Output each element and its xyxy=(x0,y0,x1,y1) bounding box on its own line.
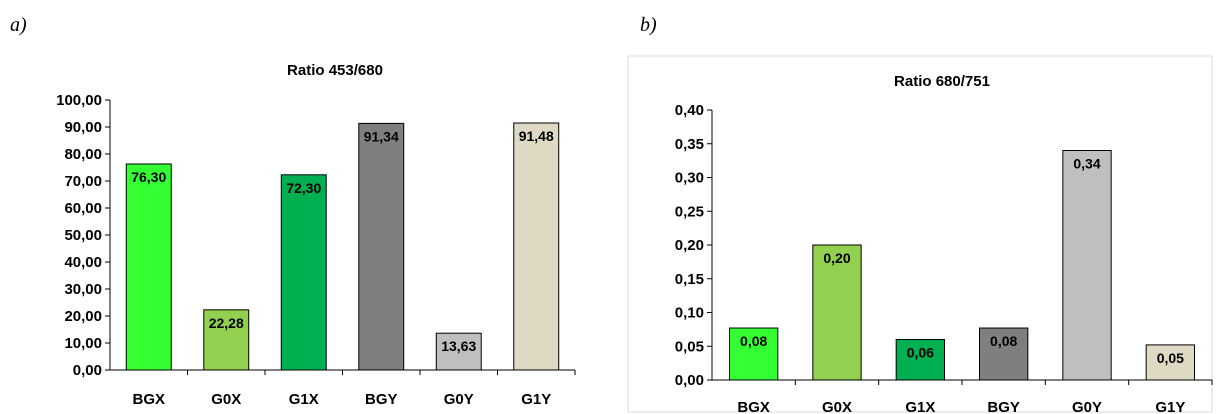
chart1-y-tick-label: 0,00 xyxy=(73,362,102,379)
chart2-bar-g1y xyxy=(1145,344,1195,381)
chart2-category-label: G0X xyxy=(822,399,852,414)
chart1-y-tick-label: 80,00 xyxy=(64,146,102,163)
chart2-y-tick-label: 0,10 xyxy=(675,305,704,322)
chart1-title: Ratio 453/680 xyxy=(287,62,383,79)
chart2-category-label: G1X xyxy=(905,399,935,414)
chart2-data-label: 0,20 xyxy=(823,250,850,266)
chart1-y-tick-label: 60,00 xyxy=(64,200,102,217)
chart2-data-label: 0,06 xyxy=(907,345,934,361)
chart1-category-label: BGX xyxy=(132,391,165,408)
chart1-bar-g1y xyxy=(513,122,560,371)
chart2-y-tick-label: 0,00 xyxy=(675,372,704,389)
chart2-data-label: 0,34 xyxy=(1073,156,1100,172)
chart2-data-label: 0,08 xyxy=(740,333,767,349)
chart2-bar-g1x xyxy=(895,339,946,381)
chart1-y-tick-label: 100,00 xyxy=(56,92,102,109)
chart2-bar-g0x xyxy=(812,244,862,381)
chart1-y-tick-label: 30,00 xyxy=(64,281,102,298)
chart1-y-tick-label: 20,00 xyxy=(64,308,102,325)
chart1-data-label: 13,63 xyxy=(441,338,476,354)
chart2-y-tick-label: 0,40 xyxy=(675,102,704,119)
chart2-bar-g0y xyxy=(1062,150,1112,381)
chart2-data-label: 0,08 xyxy=(990,333,1017,349)
chart2-data-label: 0,05 xyxy=(1157,350,1184,366)
chart2-y-tick-label: 0,25 xyxy=(675,203,704,220)
chart1-data-label: 91,34 xyxy=(364,128,399,144)
chart1-y-tick-label: 70,00 xyxy=(64,173,102,190)
chart2-frame xyxy=(627,55,1213,413)
chart2-category-label: G0Y xyxy=(1072,399,1102,414)
chart1-bar-g0x xyxy=(203,309,250,371)
chart1-category-label: BGY xyxy=(365,391,398,408)
chart1-y-tick-label: 50,00 xyxy=(64,227,102,244)
chart2-title: Ratio 680/751 xyxy=(894,73,990,90)
chart1-y-tick-label: 10,00 xyxy=(64,335,102,352)
chart1-data-label: 76,30 xyxy=(131,169,166,185)
chart2-category-label: BGY xyxy=(987,399,1020,414)
chart1-bar-bgy xyxy=(358,122,405,371)
panel-label-b: b) xyxy=(640,14,657,36)
chart2-bar-bgy xyxy=(979,327,1029,381)
chart2-y-tick-label: 0,30 xyxy=(675,170,704,187)
chart1-category-label: G0X xyxy=(211,391,241,408)
chart1-bar-g1x xyxy=(280,174,327,371)
chart1-data-label: 91,48 xyxy=(519,128,554,144)
chart1-category-label: G1Y xyxy=(521,391,551,408)
chart1-y-tick-label: 40,00 xyxy=(64,254,102,271)
chart2-y-tick-label: 0,35 xyxy=(675,136,704,153)
chart1-bar-bgx xyxy=(125,163,172,371)
chart1-bar-g0y xyxy=(435,332,482,371)
chart1-data-label: 22,28 xyxy=(209,315,244,331)
chart2-bar-bgx xyxy=(729,327,779,381)
chart1-data-label: 72,30 xyxy=(286,180,321,196)
panel-label-a: a) xyxy=(10,14,27,36)
chart2-y-tick-label: 0,05 xyxy=(675,338,704,355)
chart2-category-label: G1Y xyxy=(1155,399,1185,414)
chart2-y-tick-label: 0,20 xyxy=(675,237,704,254)
chart1-y-tick-label: 90,00 xyxy=(64,119,102,136)
chart2-y-tick-label: 0,15 xyxy=(675,271,704,288)
chart1-category-label: G0Y xyxy=(444,391,474,408)
chart1-category-label: G1X xyxy=(289,391,319,408)
chart2-category-label: BGX xyxy=(737,399,770,414)
